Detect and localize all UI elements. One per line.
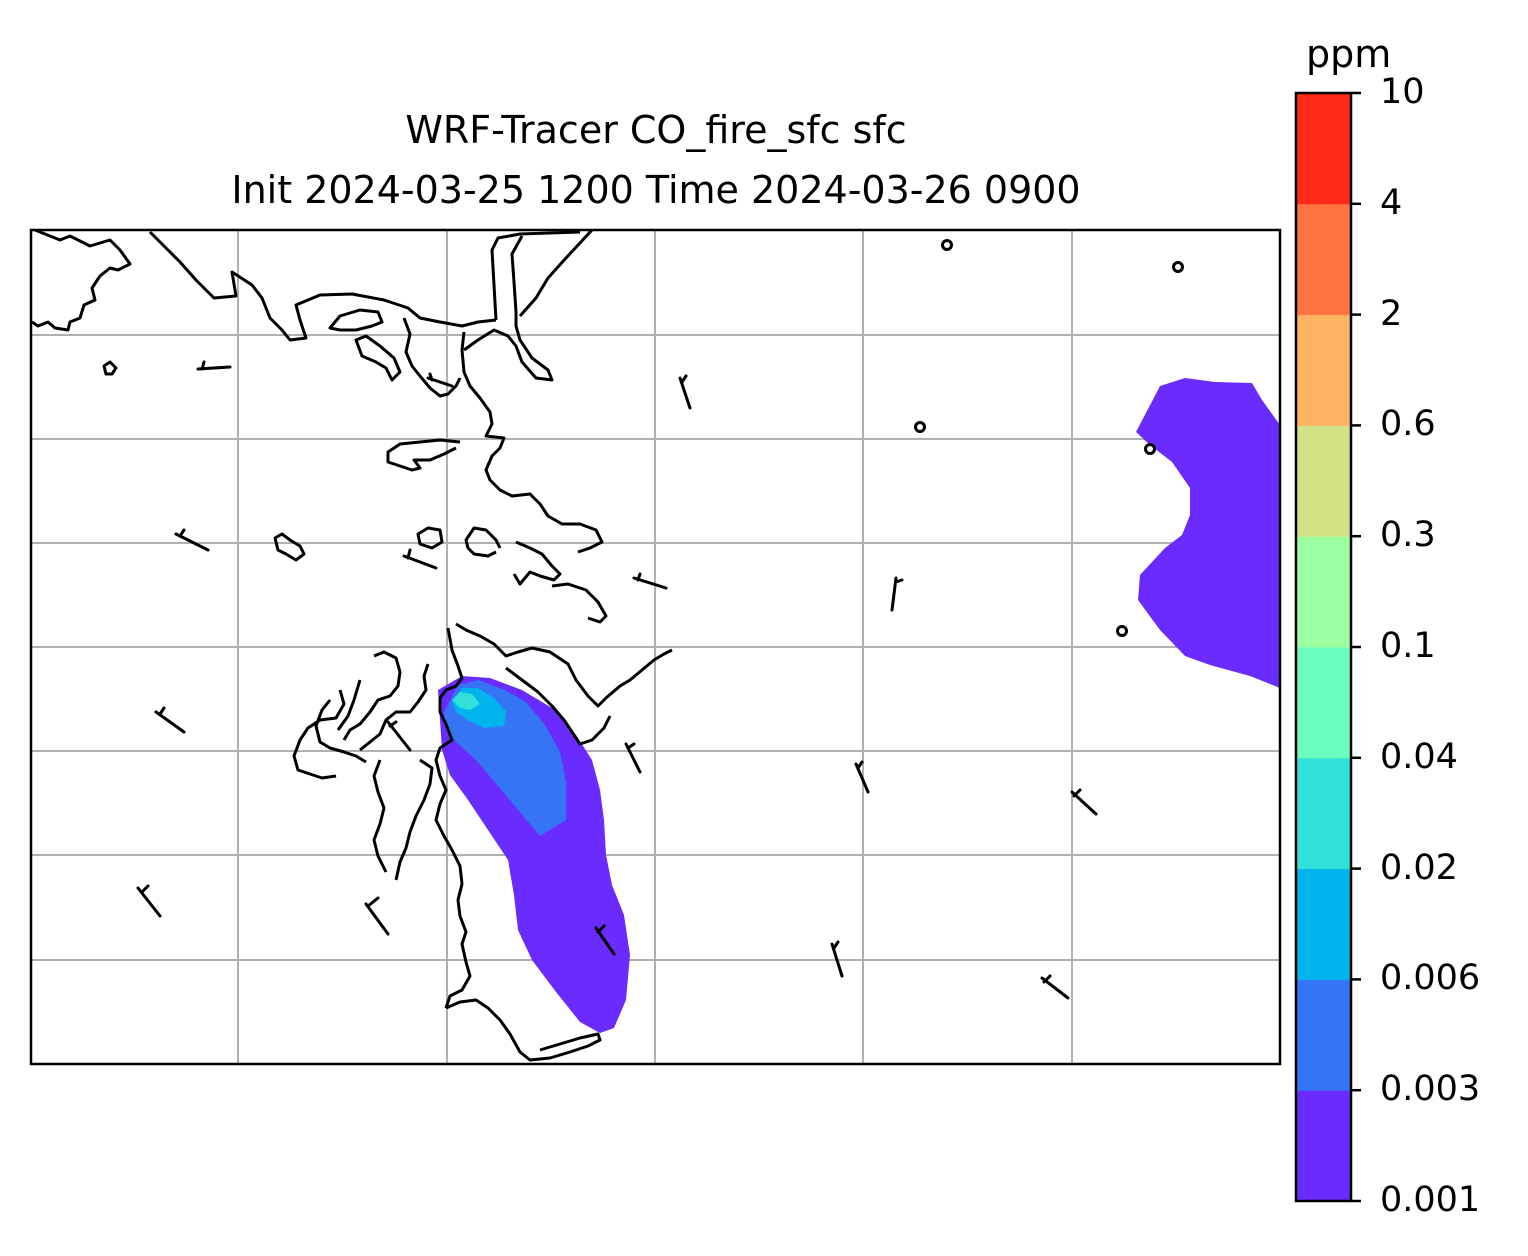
coastline-lake — [328, 308, 384, 332]
gridlines — [31, 230, 1280, 1064]
coastline-mid-1 — [386, 438, 461, 472]
colorbar-tick-label: 4 — [1380, 182, 1403, 223]
wind-barb — [1070, 788, 1098, 816]
plume-contour-peak — [452, 692, 480, 710]
coastline-south-7 — [314, 699, 367, 764]
coastline-south-9 — [372, 759, 388, 873]
wind-barb — [136, 884, 162, 918]
coastline-inner — [402, 317, 462, 398]
coastline-south-10 — [445, 998, 602, 1062]
colorbar-segment — [1296, 203, 1351, 316]
map-frame — [29, 228, 1282, 1066]
wind-barb — [364, 896, 390, 936]
wind-barbs — [136, 360, 1098, 1000]
wind-barb — [154, 706, 186, 734]
coastline-upper-fjord — [490, 230, 581, 321]
coastline-mid-4 — [512, 540, 562, 586]
colorbar-unit-label: ppm — [1306, 32, 1392, 76]
coastline-south-3 — [434, 627, 472, 1009]
coastline-south-6 — [292, 689, 346, 780]
station-marker — [1172, 261, 1184, 273]
map-title-line1: WRF-Tracer CO_fire_sfc sfc — [405, 108, 907, 152]
coastline-south-2 — [505, 666, 612, 746]
station-marker — [914, 421, 926, 433]
coastline-island-1 — [354, 334, 402, 382]
coastline-isle-b — [102, 360, 118, 376]
coastline-north — [31, 230, 132, 332]
colorbar-segment — [1296, 979, 1351, 1091]
wind-barb — [386, 720, 412, 752]
colorbar — [1294, 91, 1361, 1203]
colorbar-segment — [1296, 868, 1351, 980]
station-marker — [941, 239, 953, 251]
colorbar-tick-label: 0.001 — [1380, 1180, 1481, 1220]
colorbar-tick-label: 0.006 — [1380, 958, 1481, 999]
colorbar-tick-label: 0.3 — [1380, 515, 1436, 556]
coastline-south-11 — [336, 679, 362, 731]
wind-barb — [678, 374, 692, 410]
wind-barb — [854, 760, 870, 794]
wind-barb — [830, 940, 844, 978]
coastline-south-5 — [342, 650, 402, 741]
wind-barb — [1040, 974, 1070, 1000]
plume-contour-low-east — [1136, 378, 1280, 688]
wind-barb — [174, 528, 210, 552]
station-marker — [1144, 443, 1156, 455]
map-title-line2: Init 2024-03-25 1200 Time 2024-03-26 090… — [231, 168, 1081, 212]
coastline-upper-fjord-2 — [463, 235, 554, 382]
colorbar-segment — [1296, 314, 1351, 426]
coastline-north-inlet — [148, 230, 497, 342]
colorbar-segment — [1296, 425, 1351, 537]
coastline-mid-2 — [464, 526, 502, 558]
colorbar-tick-label: 0.1 — [1380, 626, 1436, 666]
colorbar-segment — [1296, 1090, 1351, 1202]
wind-barb — [632, 572, 668, 590]
colorbar-tick-label: 0.04 — [1380, 736, 1458, 777]
coastline-peninsula — [460, 331, 604, 554]
coastline-south-4 — [359, 663, 430, 752]
colorbar-segment — [1296, 757, 1351, 870]
wind-barb — [624, 742, 642, 774]
colorbar-segment — [1296, 93, 1351, 205]
wind-barb — [402, 548, 438, 570]
wind-barb — [196, 360, 232, 371]
wind-barb — [426, 372, 454, 388]
coastlines — [31, 230, 673, 1062]
colorbar-tick-label: 0.6 — [1380, 404, 1436, 445]
wind-barb — [890, 576, 904, 612]
colorbar-tick-label: 2 — [1380, 293, 1403, 334]
coastline-south-1 — [455, 622, 673, 708]
station-markers — [914, 239, 1184, 637]
map-area — [31, 230, 1280, 1064]
coastline-upper-fjord-3 — [518, 230, 594, 317]
coastline-mid-5 — [551, 582, 608, 624]
wind-barb — [594, 924, 616, 956]
tracer-plume — [438, 378, 1280, 1033]
colorbar-tick-label: 0.02 — [1380, 847, 1458, 888]
station-marker — [1116, 625, 1128, 637]
coastline-isle-a — [273, 532, 306, 562]
colorbar-segment — [1296, 536, 1351, 648]
colorbar-segment — [1296, 647, 1351, 759]
coastline-mid-3 — [416, 526, 444, 550]
colorbar-tick-label: 0.003 — [1380, 1069, 1481, 1110]
colorbar-tick-label: 10 — [1380, 72, 1425, 112]
coastline-south-8 — [394, 758, 434, 881]
